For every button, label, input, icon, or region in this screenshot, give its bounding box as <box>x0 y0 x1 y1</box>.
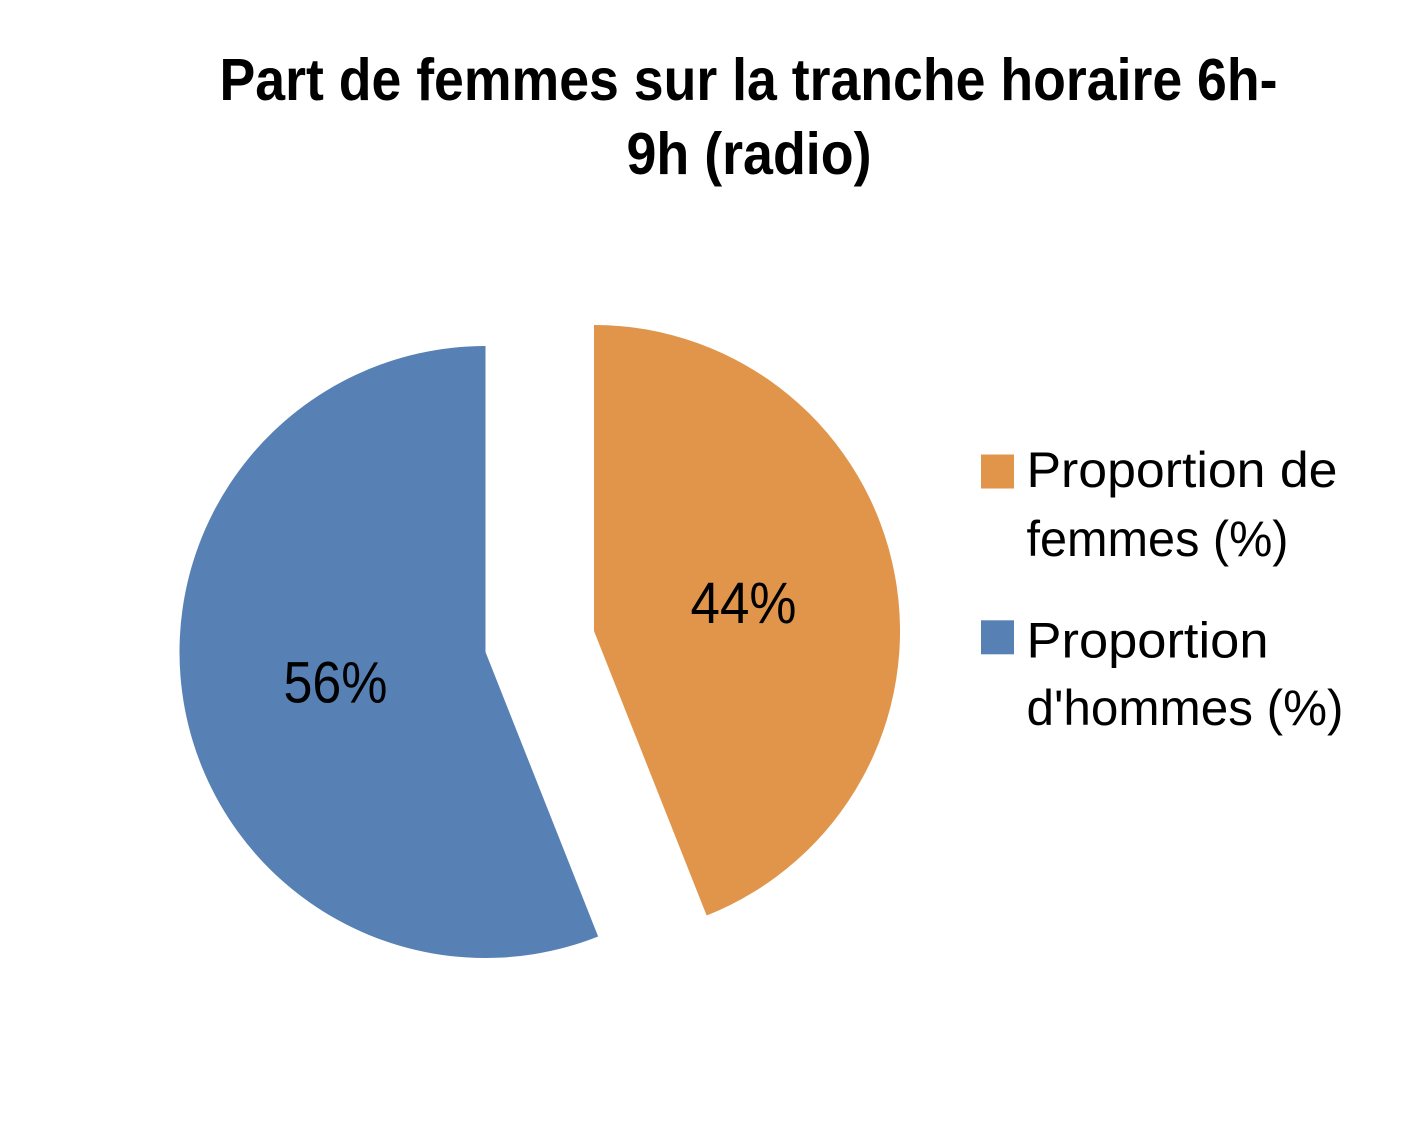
svg-text:femmes (%): femmes (%) <box>1027 511 1289 567</box>
svg-text:Proportion de: Proportion de <box>1027 442 1338 498</box>
svg-text:d'hommes (%): d'hommes (%) <box>1027 680 1344 736</box>
svg-text:44%: 44% <box>691 571 797 636</box>
svg-text:9h (radio): 9h (radio) <box>627 121 872 187</box>
svg-text:Proportion: Proportion <box>1027 612 1269 668</box>
svg-text:Part de femmes sur la tranche: Part de femmes sur la tranche horaire 6h… <box>220 47 1278 113</box>
svg-text:56%: 56% <box>284 650 388 715</box>
